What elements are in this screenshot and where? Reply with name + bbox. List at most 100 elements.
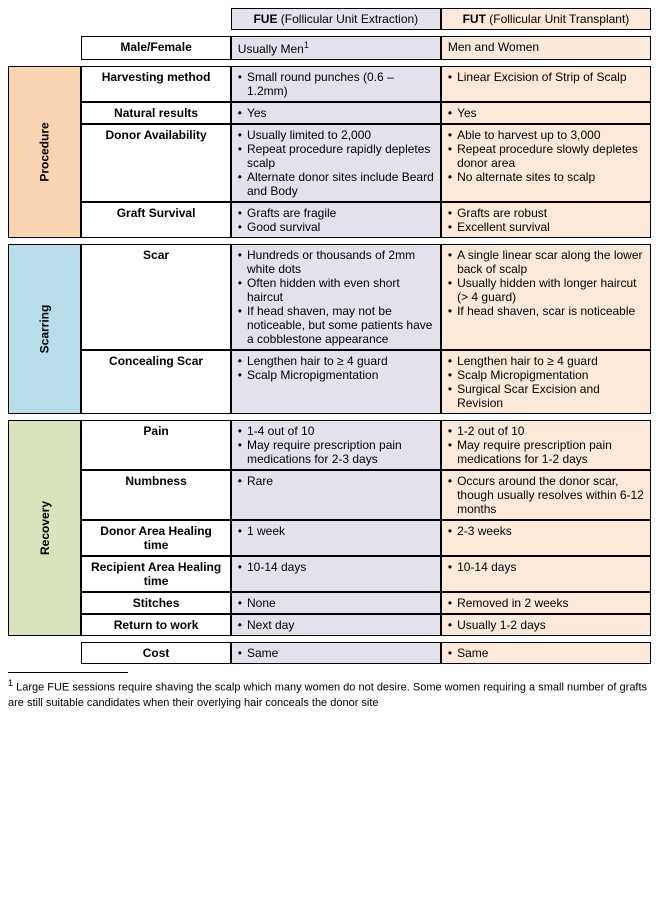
fue-cell: •Usually limited to 2,000•Repeat procedu… bbox=[231, 124, 441, 202]
bullet-icon: • bbox=[446, 170, 457, 184]
column-header-fut: FUT (Follicular Unit Transplant) bbox=[441, 8, 651, 30]
fut-cell: •A single linear scar along the lower ba… bbox=[441, 244, 651, 350]
fut-cell: •Lengthen hair to ≥ 4 guard•Scalp Microp… bbox=[441, 350, 651, 414]
footnote: 1 Large FUE sessions require shaving the… bbox=[8, 677, 651, 710]
bullet-icon: • bbox=[236, 248, 247, 262]
fut-cell-text: Removed in 2 weeks bbox=[457, 596, 644, 610]
cost-fut-text: Same bbox=[457, 646, 644, 660]
fut-cell-text: No alternate sites to scalp bbox=[457, 170, 644, 184]
fut-cell: •Grafts are robust•Excellent survival bbox=[441, 202, 651, 238]
fue-cell: •10-14 days bbox=[231, 556, 441, 592]
fue-cell-text: Repeat procedure rapidly depletes scalp bbox=[247, 142, 434, 170]
footnote-marker: 1 bbox=[8, 678, 13, 688]
footnote-rule bbox=[8, 672, 128, 673]
fut-cell-text: If head shaven, scar is noticeable bbox=[457, 304, 644, 318]
fue-cell-text: Grafts are fragile bbox=[247, 206, 434, 220]
bullet-icon: • bbox=[446, 474, 457, 488]
bullet-icon: • bbox=[236, 304, 247, 318]
bullet-icon: • bbox=[446, 618, 457, 632]
comparison-table: FUE (Follicular Unit Extraction)FUT (Fol… bbox=[8, 8, 651, 664]
bullet-icon: • bbox=[446, 248, 457, 262]
fue-cell-text: Scalp Micropigmentation bbox=[247, 368, 434, 382]
row-label: Return to work bbox=[81, 614, 230, 636]
fut-cell: •Usually 1-2 days bbox=[441, 614, 651, 636]
fut-cell-text: May require prescription pain medication… bbox=[457, 438, 644, 466]
bullet-icon: • bbox=[446, 368, 457, 382]
cost-fue: •Same bbox=[231, 642, 441, 664]
row-label-cost: Cost bbox=[81, 642, 230, 664]
bullet-icon: • bbox=[446, 70, 457, 84]
bullet-icon: • bbox=[446, 424, 457, 438]
bullet-icon: • bbox=[446, 524, 457, 538]
fut-cell: •Yes bbox=[441, 102, 651, 124]
fut-cell-text: Usually 1-2 days bbox=[457, 618, 644, 632]
bullet-icon: • bbox=[446, 206, 457, 220]
section-label-scarring: Scarring bbox=[8, 244, 81, 414]
bullet-icon: • bbox=[236, 474, 247, 488]
bullet-icon: • bbox=[236, 424, 247, 438]
bullet-icon: • bbox=[236, 438, 247, 452]
fut-cell-text: Scalp Micropigmentation bbox=[457, 368, 644, 382]
bullet-icon: • bbox=[446, 106, 457, 120]
bullet-icon: • bbox=[446, 646, 457, 660]
footnote-text: Large FUE sessions require shaving the s… bbox=[8, 682, 647, 709]
fue-cell: •Hundreds or thousands of 2mm white dots… bbox=[231, 244, 441, 350]
bullet-icon: • bbox=[446, 142, 457, 156]
fut-cell: •Occurs around the donor scar, though us… bbox=[441, 470, 651, 520]
fut-cell: •2-3 weeks bbox=[441, 520, 651, 556]
bullet-icon: • bbox=[446, 128, 457, 142]
fut-cell-text: Lengthen hair to ≥ 4 guard bbox=[457, 354, 644, 368]
fue-cell: •Yes bbox=[231, 102, 441, 124]
bullet-icon: • bbox=[236, 596, 247, 610]
blank bbox=[8, 642, 81, 664]
section-label-procedure: Procedure bbox=[8, 66, 81, 238]
fut-cell-text: 1-2 out of 10 bbox=[457, 424, 644, 438]
cost-fue-text: Same bbox=[247, 646, 434, 660]
bullet-icon: • bbox=[446, 276, 457, 290]
bullet-icon: • bbox=[236, 368, 247, 382]
gender-fue: Usually Men1 bbox=[231, 36, 441, 60]
bullet-icon: • bbox=[446, 560, 457, 574]
fut-cell: •Removed in 2 weeks bbox=[441, 592, 651, 614]
row-label: Numbness bbox=[81, 470, 230, 520]
blank bbox=[81, 8, 230, 30]
bullet-icon: • bbox=[236, 618, 247, 632]
fue-cell-text: Often hidden with even short haircut bbox=[247, 276, 434, 304]
row-label: Recipient Area Healing time bbox=[81, 556, 230, 592]
fut-cell-text: Able to harvest up to 3,000 bbox=[457, 128, 644, 142]
row-label: Natural results bbox=[81, 102, 230, 124]
bullet-icon: • bbox=[446, 596, 457, 610]
fut-cell-text: Surgical Scar Excision and Revision bbox=[457, 382, 644, 410]
bullet-icon: • bbox=[446, 304, 457, 318]
bullet-icon: • bbox=[446, 220, 457, 234]
fue-cell: •Grafts are fragile•Good survival bbox=[231, 202, 441, 238]
fut-cell-text: Excellent survival bbox=[457, 220, 644, 234]
fut-cell-text: Linear Excision of Strip of Scalp bbox=[457, 70, 644, 84]
fut-cell-text: 10-14 days bbox=[457, 560, 644, 574]
fue-cell-text: Hundreds or thousands of 2mm white dots bbox=[247, 248, 434, 276]
bullet-icon: • bbox=[236, 524, 247, 538]
bullet-icon: • bbox=[236, 560, 247, 574]
fue-cell-text: 10-14 days bbox=[247, 560, 434, 574]
section-label-recovery: Recovery bbox=[8, 420, 81, 636]
fut-cell-text: A single linear scar along the lower bac… bbox=[457, 248, 644, 276]
bullet-icon: • bbox=[236, 142, 247, 156]
fue-cell-text: None bbox=[247, 596, 434, 610]
blank bbox=[8, 36, 81, 60]
gender-fut: Men and Women bbox=[441, 36, 651, 60]
fut-cell-text: Repeat procedure slowly depletes donor a… bbox=[457, 142, 644, 170]
bullet-icon: • bbox=[236, 70, 247, 84]
fue-cell: •None bbox=[231, 592, 441, 614]
fue-cell-text: Lengthen hair to ≥ 4 guard bbox=[247, 354, 434, 368]
row-label: Donor Availability bbox=[81, 124, 230, 202]
row-label: Donor Area Healing time bbox=[81, 520, 230, 556]
fut-cell-text: 2-3 weeks bbox=[457, 524, 644, 538]
row-label: Scar bbox=[81, 244, 230, 350]
fut-cell-text: Occurs around the donor scar, though usu… bbox=[457, 474, 644, 516]
fue-cell: •1 week bbox=[231, 520, 441, 556]
column-header-fue: FUE (Follicular Unit Extraction) bbox=[231, 8, 441, 30]
row-label-gender: Male/Female bbox=[81, 36, 230, 60]
bullet-icon: • bbox=[236, 220, 247, 234]
fut-cell: •1-2 out of 10•May require prescription … bbox=[441, 420, 651, 470]
fue-cell: •Rare bbox=[231, 470, 441, 520]
